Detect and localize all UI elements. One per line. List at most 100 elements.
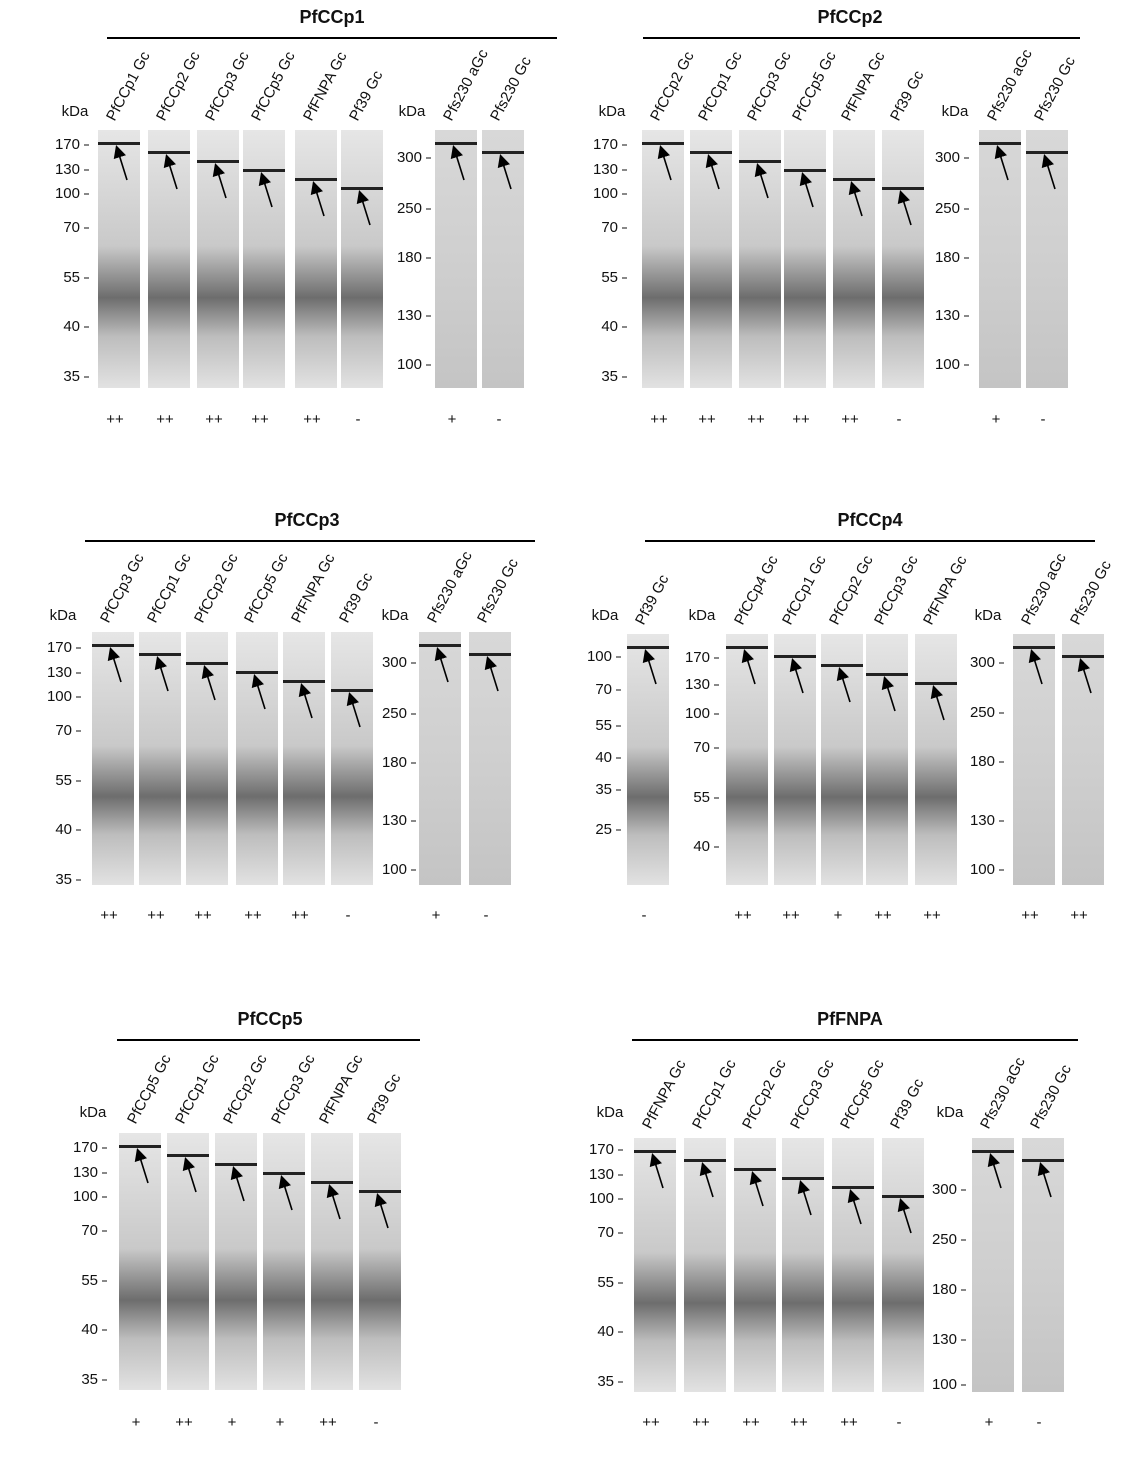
gel-lane <box>186 632 228 885</box>
marker-label: 180 <box>935 249 960 266</box>
arrow <box>749 1170 764 1207</box>
marker-label: 170 <box>589 1141 614 1158</box>
arrow <box>154 655 169 692</box>
lane-label: PfFNPA Gc <box>288 551 339 626</box>
gel-band <box>295 178 337 181</box>
marker-label: 170 <box>593 136 618 153</box>
lane-label: PfFNPA Gc <box>920 553 971 628</box>
gel-band <box>1026 151 1068 154</box>
gel-lane <box>359 1133 401 1390</box>
lane-label: PfFNPA Gc <box>838 49 889 124</box>
gel-lane <box>236 632 278 885</box>
gel-band <box>972 1150 1014 1153</box>
marker-label: 170 <box>47 639 72 656</box>
gel-band <box>684 1159 726 1162</box>
arrow <box>374 1192 389 1229</box>
marker-label: 40 <box>81 1321 98 1338</box>
marker-label: 130 <box>593 161 618 178</box>
lane-score: + <box>276 1414 285 1431</box>
arrow <box>258 171 273 208</box>
arrow <box>987 1152 1002 1189</box>
lane-score: ++ <box>147 907 165 924</box>
gel-band <box>215 1163 257 1166</box>
lane-score: - <box>374 1414 379 1431</box>
marker-label: 70 <box>597 1224 614 1241</box>
marker-label: 35 <box>63 368 80 385</box>
arrow <box>1077 657 1092 694</box>
lane-score: - <box>484 907 489 924</box>
gel-lane <box>642 130 684 388</box>
gel-band <box>627 646 669 649</box>
gel-lane <box>119 1133 161 1390</box>
marker-label: 55 <box>595 717 612 734</box>
marker-label: 35 <box>597 1373 614 1390</box>
lane-label: Pf39 Gc <box>336 569 377 625</box>
gel-lane <box>684 1138 726 1392</box>
lane-label: PfCCp4 Gc <box>731 552 782 627</box>
unit-label: kDa <box>689 607 716 624</box>
gel-band <box>469 653 511 656</box>
lane-score: ++ <box>840 1414 858 1431</box>
lane-label: Pfs230 Gc <box>474 555 522 625</box>
unit-label: kDa <box>50 607 77 624</box>
arrow <box>278 1174 293 1211</box>
arrow <box>346 691 361 728</box>
arrow <box>754 162 769 199</box>
lane-label: PfCCp2 Gc <box>826 552 877 627</box>
gel-band <box>341 187 383 190</box>
lane-label: PfCCp5 Gc <box>837 1056 888 1131</box>
unit-label: kDa <box>592 607 619 624</box>
marker-label: 130 <box>932 1331 957 1348</box>
marker-label: 40 <box>693 838 710 855</box>
arrow <box>799 171 814 208</box>
marker-label: 130 <box>589 1166 614 1183</box>
marker-label: 250 <box>970 704 995 721</box>
unit-label: kDa <box>937 1104 964 1121</box>
arrow <box>134 1147 149 1184</box>
lane-score: ++ <box>841 411 859 428</box>
lane-label: Pfs230 aGc <box>440 46 492 124</box>
gel-band <box>821 664 863 667</box>
lane-score: ++ <box>874 907 892 924</box>
gel-band <box>92 644 134 647</box>
lane-label: PfCCp5 Gc <box>241 550 292 625</box>
lane-label: Pf39 Gc <box>632 571 673 627</box>
marker-label: 25 <box>595 821 612 838</box>
gel-lane <box>1022 1138 1064 1392</box>
lane-label: PfFNPA Gc <box>639 1057 690 1132</box>
gel-band <box>979 142 1021 145</box>
arrow <box>113 144 128 181</box>
lane-score: ++ <box>244 907 262 924</box>
lane-label: Pfs230 aGc <box>984 46 1036 124</box>
gel-band <box>642 142 684 145</box>
arrow <box>230 1165 245 1202</box>
lane-score: - <box>1041 411 1046 428</box>
gel-band <box>263 1172 305 1175</box>
gel-lane <box>469 632 511 885</box>
marker-label: 130 <box>382 812 407 829</box>
gel-band <box>784 169 826 172</box>
arrow <box>741 648 756 685</box>
gel-band <box>734 1168 776 1171</box>
gel-lane <box>726 634 768 885</box>
gel-band <box>866 673 908 676</box>
gel-lane <box>1062 634 1104 885</box>
marker-label: 250 <box>397 200 422 217</box>
marker-label: 180 <box>932 1281 957 1298</box>
lane-label: PfCCp2 Gc <box>191 550 242 625</box>
lane-score: ++ <box>291 907 309 924</box>
lane-score: ++ <box>642 1414 660 1431</box>
arrow <box>107 646 122 683</box>
lane-score: - <box>1037 1414 1042 1431</box>
gel-lane <box>833 130 875 388</box>
arrow <box>251 673 266 710</box>
lane-score: ++ <box>742 1414 760 1431</box>
marker-label: 55 <box>55 772 72 789</box>
arrow <box>897 189 912 226</box>
marker-label: 100 <box>593 185 618 202</box>
lane-score: + <box>432 907 441 924</box>
gel-band <box>119 1145 161 1148</box>
marker-label: 70 <box>63 219 80 236</box>
marker-label: 40 <box>63 318 80 335</box>
